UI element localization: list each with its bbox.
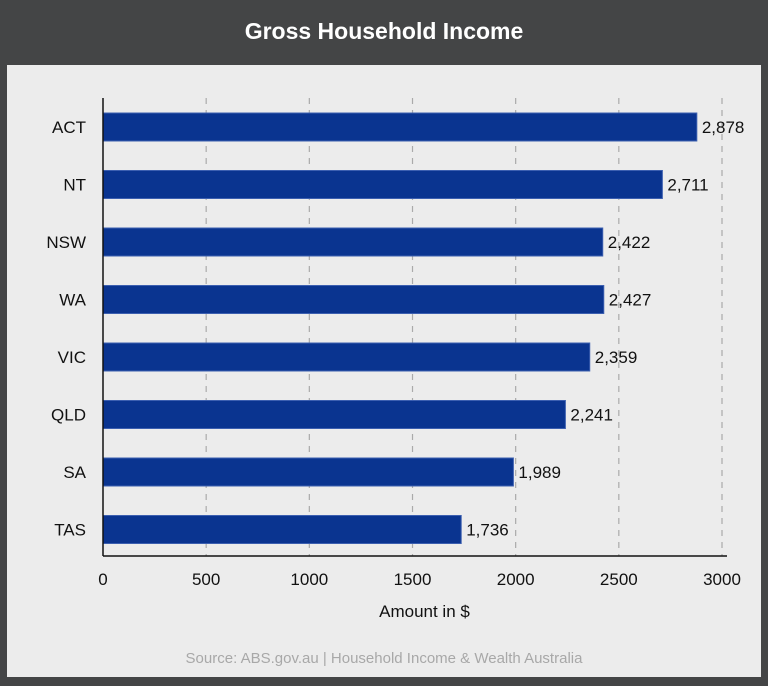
bar-nsw: [102, 227, 604, 257]
category-label: VIC: [58, 348, 86, 367]
bar-vic: [102, 342, 591, 372]
x-tick-label: 3000: [703, 570, 741, 589]
chart-title: Gross Household Income: [244, 18, 524, 44]
bar-nt: [102, 170, 663, 199]
category-label: NSW: [46, 233, 86, 252]
x-tick-label: 500: [192, 570, 220, 589]
data-label: 2,878: [702, 118, 745, 137]
category-label: WA: [59, 291, 86, 310]
x-tick-label: 1000: [290, 570, 328, 589]
data-label: 2,422: [608, 233, 651, 252]
category-label: NT: [63, 176, 86, 195]
x-axis-label: Amount in $: [379, 602, 470, 621]
x-tick-label: 1500: [394, 570, 432, 589]
bar-qld: [102, 400, 566, 429]
x-tick-label: 0: [98, 570, 107, 589]
bar-wa: [102, 285, 605, 314]
category-label: TAS: [54, 521, 86, 540]
data-label: 2,427: [609, 291, 652, 310]
bar-act: [102, 112, 698, 142]
data-label: 1,736: [466, 521, 509, 540]
bar-sa: [102, 457, 514, 487]
bar-tas: [102, 515, 462, 544]
data-label: 2,711: [667, 176, 708, 195]
data-label: 2,241: [570, 406, 613, 425]
x-tick-label: 2500: [600, 570, 638, 589]
category-label: SA: [63, 463, 86, 482]
category-label: QLD: [51, 406, 86, 425]
data-label: 2,359: [595, 348, 638, 367]
category-label: ACT: [52, 118, 86, 137]
data-label: 1,989: [518, 463, 561, 482]
x-tick-label: 2000: [497, 570, 535, 589]
source-note: Source: ABS.gov.au | Household Income & …: [185, 650, 583, 667]
